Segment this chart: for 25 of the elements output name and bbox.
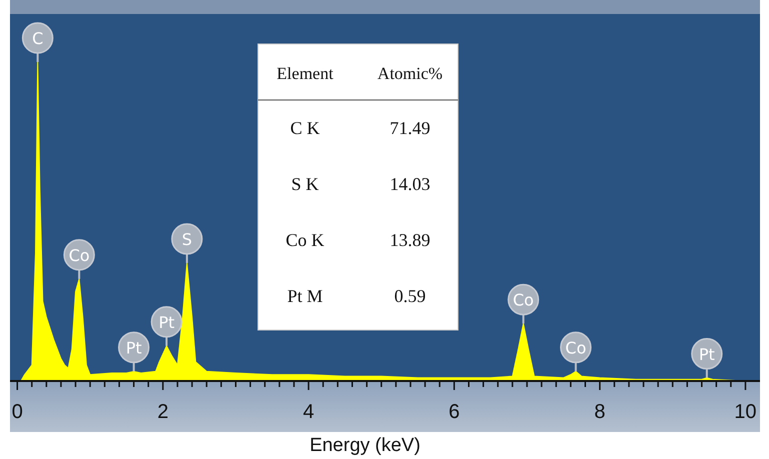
annotation: Atomic% <box>377 64 443 83</box>
annotation: Pt <box>158 312 175 332</box>
annotation: Pt <box>126 338 142 358</box>
annotation: Co <box>512 290 534 310</box>
x-tick-label: 2 <box>157 401 168 423</box>
annotation: Element <box>276 64 334 83</box>
annotation: S <box>182 230 192 249</box>
x-axis-title: Energy (keV) <box>310 435 420 456</box>
x-tick-label: 0 <box>12 401 23 423</box>
annotation: C <box>32 29 44 48</box>
annotation: C K <box>290 118 320 138</box>
annotation: Pt M <box>287 286 323 306</box>
annotation: 71.49 <box>390 118 430 138</box>
x-tick-label: 8 <box>594 401 606 423</box>
annotation: 14.03 <box>390 174 430 194</box>
annotation: 0.59 <box>394 286 426 306</box>
annotation: S K <box>291 174 319 194</box>
x-tick-label: 4 <box>302 401 314 423</box>
annotation: Co K <box>286 230 324 250</box>
x-tick-label: 10 <box>734 401 757 423</box>
annotation: 13.89 <box>390 230 430 250</box>
x-tick-label: 6 <box>448 401 460 423</box>
annotation: Pt <box>698 344 715 364</box>
annotation: Co <box>565 338 586 358</box>
annotation: Co <box>68 246 90 265</box>
